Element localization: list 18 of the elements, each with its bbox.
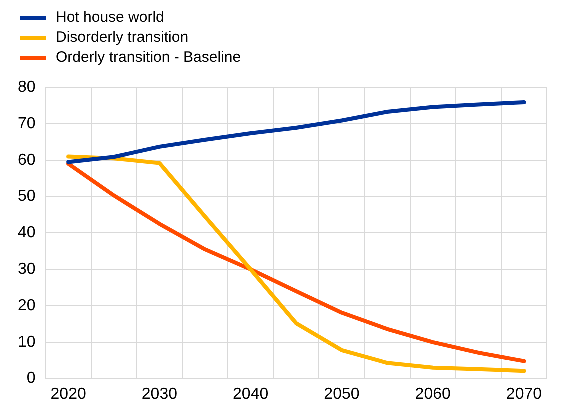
legend-label: Disorderly transition xyxy=(56,28,189,48)
y-tick-label: 70 xyxy=(18,115,36,132)
y-tick-label: 50 xyxy=(18,188,36,206)
x-tick-label: 2020 xyxy=(50,386,86,403)
x-tick-label: 2040 xyxy=(233,386,269,403)
x-tick-label: 2060 xyxy=(415,386,451,403)
y-tick-label: 20 xyxy=(18,297,36,314)
y-tick-label: 60 xyxy=(18,152,36,169)
y-tick-label: 40 xyxy=(18,224,36,242)
y-tick-label: 10 xyxy=(18,334,36,351)
y-tick-label: 0 xyxy=(26,370,36,388)
y-tick-label: 30 xyxy=(18,261,36,278)
x-tick-label: 2050 xyxy=(324,386,360,403)
legend-label: Hot house world xyxy=(56,8,164,28)
y-tick-label: 80 xyxy=(18,79,36,96)
x-tick-label: 2030 xyxy=(142,386,178,403)
legend-label: Orderly transition - Baseline xyxy=(56,48,242,68)
x-tick-label: 2070 xyxy=(506,386,542,403)
